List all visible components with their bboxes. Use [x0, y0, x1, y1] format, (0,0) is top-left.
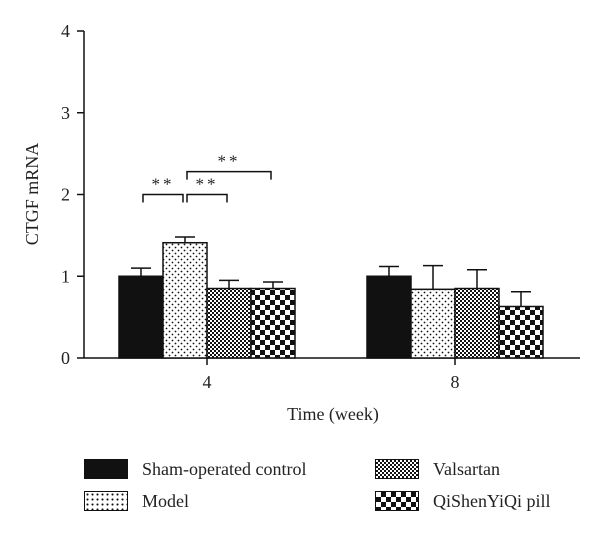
significance-bracket — [186, 170, 272, 180]
y-tick-label: 4 — [61, 21, 70, 41]
bar — [250, 287, 296, 359]
significance-label: ** — [152, 175, 175, 194]
significance-annotations: ** ** ** — [142, 152, 272, 203]
x-tick-label: 8 — [451, 372, 460, 392]
significance-label: ** — [196, 175, 219, 194]
bar — [206, 287, 252, 359]
bars — [118, 236, 544, 359]
bar — [162, 241, 208, 359]
y-tick-label: 1 — [61, 266, 70, 286]
y-tick-label: 0 — [61, 348, 70, 368]
bar — [454, 287, 500, 359]
x-axis-label: Time (week) — [287, 404, 379, 425]
y-tick-label: 2 — [61, 185, 70, 205]
x-tick-label: 4 — [203, 372, 212, 392]
significance-bracket — [142, 193, 184, 203]
bar — [366, 275, 412, 359]
significance-bracket — [186, 193, 228, 203]
significance-label: ** — [218, 152, 241, 171]
bar — [118, 275, 164, 359]
bar — [498, 305, 544, 359]
y-axis-label: CTGF mRNA — [22, 143, 42, 246]
y-tick-label: 3 — [61, 103, 70, 123]
bar — [410, 288, 456, 359]
